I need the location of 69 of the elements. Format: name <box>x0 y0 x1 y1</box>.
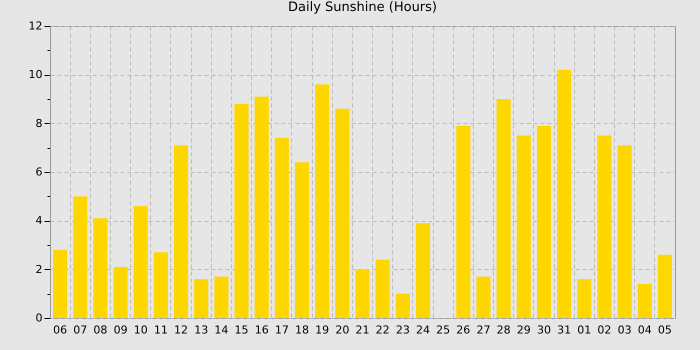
bar <box>516 136 531 318</box>
bar <box>577 279 592 318</box>
bar <box>53 250 68 318</box>
x-tick-label: 13 <box>194 324 208 336</box>
x-tick-label: 20 <box>335 324 350 336</box>
chart-title: Daily Sunshine (Hours) <box>288 0 437 15</box>
x-tick-label: 16 <box>254 324 269 336</box>
bar <box>194 279 208 318</box>
bar <box>254 96 269 318</box>
bar <box>174 145 188 318</box>
x-tick-label: 12 <box>174 324 188 336</box>
y-tick-label: 6 <box>36 166 42 178</box>
bar <box>376 260 390 318</box>
bar <box>134 206 148 318</box>
x-tick-label: 11 <box>154 324 168 336</box>
bar <box>597 136 612 318</box>
bar <box>114 266 128 318</box>
bar <box>536 126 552 318</box>
y-tick-label: 12 <box>28 20 42 32</box>
bar <box>274 138 289 318</box>
x-tick-label: 10 <box>134 324 148 336</box>
bar <box>214 276 228 318</box>
x-tick-label: 24 <box>416 324 430 336</box>
y-tick-label: 2 <box>36 262 42 276</box>
x-tick-label: 17 <box>274 324 289 336</box>
bar <box>638 284 652 318</box>
x-tick-label: 07 <box>73 324 88 336</box>
x-tick-label: 08 <box>93 324 108 336</box>
x-tick-label: 15 <box>234 324 249 336</box>
bar <box>335 108 350 318</box>
bar <box>294 162 310 318</box>
bar <box>73 196 88 318</box>
x-tick-label: 19 <box>315 324 330 336</box>
y-tick-label: 10 <box>28 68 42 82</box>
bar <box>315 84 330 318</box>
bar <box>93 218 108 318</box>
x-tick-label: 14 <box>214 324 228 336</box>
x-tick-label: 04 <box>638 324 652 336</box>
x-tick-label: 05 <box>658 324 672 336</box>
x-tick-label: 09 <box>114 324 128 336</box>
bar <box>557 70 572 318</box>
y-tick-label: 8 <box>36 116 42 130</box>
x-tick-label: 31 <box>557 324 572 336</box>
x-tick-label: 21 <box>356 324 370 336</box>
bar <box>416 223 430 318</box>
x-tick-label: 22 <box>376 324 390 336</box>
y-tick-label: 4 <box>36 214 42 228</box>
x-tick-label: 01 <box>577 324 592 336</box>
x-tick-label: 18 <box>295 324 310 336</box>
bar <box>456 126 470 318</box>
x-tick-label: 30 <box>536 324 551 336</box>
x-tick-label: 06 <box>53 324 68 336</box>
x-tick-label: 27 <box>476 324 490 336</box>
x-tick-label: 02 <box>597 324 612 336</box>
bar <box>234 104 249 318</box>
x-tick-label: 25 <box>436 324 450 336</box>
bar <box>496 99 511 318</box>
x-tick-label: 03 <box>618 324 632 336</box>
bar <box>396 294 410 318</box>
bar <box>658 254 672 318</box>
bar <box>476 276 491 318</box>
bar <box>355 269 370 318</box>
x-tick-label: 26 <box>456 324 470 336</box>
x-tick-label: 28 <box>496 324 511 336</box>
bar <box>618 145 632 318</box>
x-tick-label: 23 <box>396 324 410 336</box>
y-tick-label: 0 <box>36 312 42 324</box>
x-tick-label: 29 <box>516 324 531 336</box>
bar <box>154 252 168 318</box>
